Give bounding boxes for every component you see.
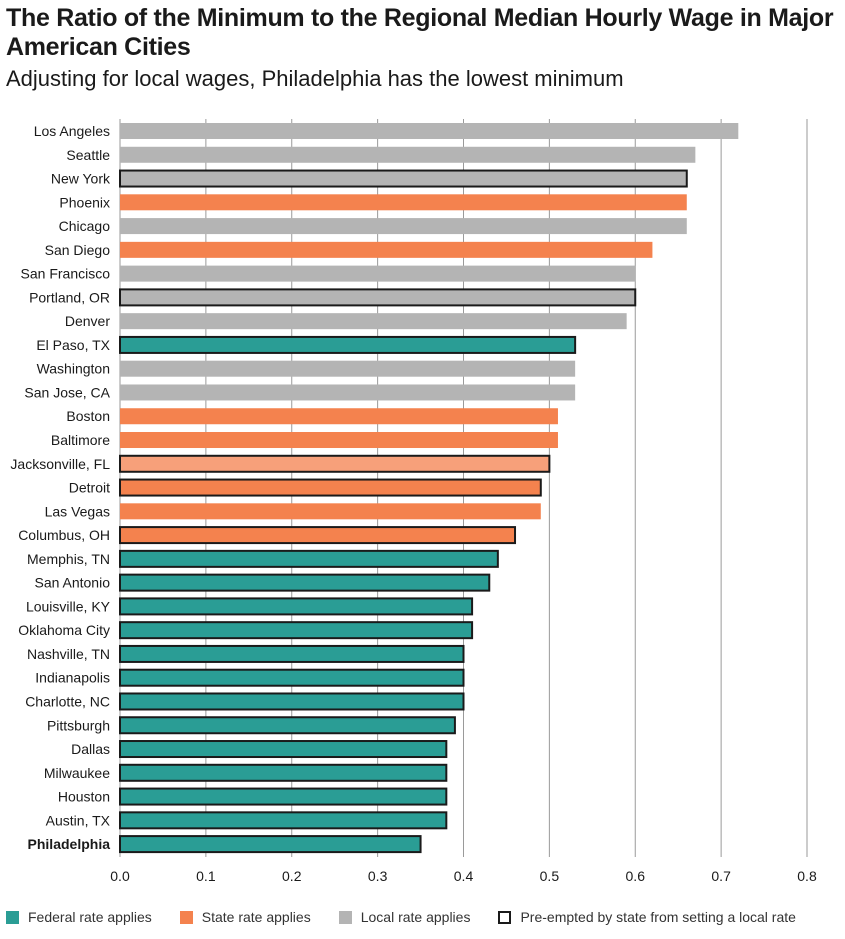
category-label-24: Charlotte, NC: [25, 693, 110, 709]
bar-19: [119, 573, 491, 592]
bar-13: [120, 432, 558, 449]
chart-title: The Ratio of the Minimum to the Regional…: [6, 4, 834, 61]
x-tick-label-8: 0.8: [797, 868, 817, 884]
x-tick-label-7: 0.7: [711, 868, 731, 884]
bar-6: [120, 265, 636, 282]
x-tick-label-3: 0.3: [368, 868, 388, 884]
category-label-25: Pittsburgh: [47, 717, 110, 733]
category-label-4: Chicago: [59, 218, 111, 234]
bar-24: [119, 692, 465, 711]
category-label-6: San Francisco: [21, 266, 111, 282]
bar-15: [119, 478, 542, 497]
category-label-27: Milwaukee: [44, 765, 110, 781]
category-label-19: San Antonio: [34, 575, 110, 591]
bar-29: [119, 811, 448, 830]
bar-3: [120, 194, 687, 211]
x-tick-label-6: 0.6: [626, 868, 646, 884]
bar-9: [119, 335, 577, 354]
bar-30: [119, 835, 422, 854]
category-label-7: Portland, OR: [29, 289, 110, 305]
bar-26: [119, 740, 448, 759]
category-label-10: Washington: [37, 361, 110, 377]
category-label-0: Los Angeles: [34, 123, 110, 139]
legend-swatch-preempted: [498, 910, 512, 924]
legend-swatch-state: [179, 910, 193, 924]
bar-28: [119, 787, 448, 806]
bar-1: [120, 146, 696, 163]
legend-label-state: State rate applies: [201, 909, 311, 925]
bar-18: [119, 549, 499, 568]
category-label-3: Phoenix: [59, 194, 110, 210]
bar-5: [120, 241, 653, 258]
bar-14: [119, 454, 551, 473]
category-label-22: Nashville, TN: [27, 646, 110, 662]
bar-4: [120, 218, 687, 235]
bar-8: [120, 313, 627, 330]
category-label-20: Louisville, KY: [26, 598, 111, 614]
bar-23: [119, 668, 465, 687]
bar-7: [119, 288, 637, 307]
category-label-2: New York: [51, 171, 111, 187]
category-label-8: Denver: [65, 313, 110, 329]
legend-swatch-federal: [6, 910, 19, 924]
legend-label-local: Local rate applies: [360, 909, 471, 925]
bar-27: [119, 763, 448, 782]
legend-item-local: Local rate applies: [338, 909, 471, 925]
bar-22: [119, 644, 465, 663]
legend-label-preempted: Pre-empted by state from setting a local…: [520, 909, 796, 925]
bar-25: [119, 716, 456, 735]
category-label-16: Las Vegas: [45, 503, 110, 519]
bar-10: [120, 360, 576, 377]
bar-20: [119, 597, 474, 616]
x-tick-label-0: 0.0: [110, 868, 130, 884]
category-label-1: Seattle: [66, 147, 110, 163]
category-label-5: San Diego: [45, 242, 111, 258]
x-tick-label-2: 0.2: [282, 868, 302, 884]
x-tick-label-5: 0.5: [540, 868, 560, 884]
legend: Federal rate applies State rate applies …: [6, 906, 841, 928]
category-label-18: Memphis, TN: [27, 551, 110, 567]
category-label-12: Boston: [66, 408, 110, 424]
category-label-30: Philadelphia: [28, 836, 111, 852]
category-label-15: Detroit: [69, 480, 110, 496]
category-label-9: El Paso, TX: [36, 337, 110, 353]
category-label-14: Jacksonville, FL: [10, 456, 110, 472]
legend-item-state: State rate applies: [179, 909, 311, 925]
bar-chart: 0.0 0.1 0.2 0.3 0.4 0.5 0.6 0.7 0.8 Los Angeles Se…: [10, 119, 817, 884]
category-label-13: Baltimore: [51, 432, 110, 448]
bar-0: [120, 123, 739, 139]
bar-21: [119, 621, 474, 640]
category-label-28: Houston: [58, 789, 110, 805]
category-label-29: Austin, TX: [46, 812, 111, 828]
category-label-21: Oklahoma City: [18, 622, 110, 638]
bar-11: [120, 384, 576, 401]
bar-12: [120, 408, 558, 425]
category-label-11: San Jose, CA: [24, 384, 110, 400]
legend-label-federal: Federal rate applies: [28, 909, 152, 925]
bar-17: [119, 526, 517, 545]
legend-item-federal: Federal rate applies: [6, 909, 152, 925]
category-label-17: Columbus, OH: [18, 527, 110, 543]
legend-swatch-local: [338, 910, 352, 924]
category-label-26: Dallas: [71, 741, 110, 757]
category-label-23: Indianapolis: [35, 670, 110, 686]
x-tick-label-4: 0.4: [454, 868, 474, 884]
legend-item-preempted: Pre-empted by state from setting a local…: [498, 909, 796, 925]
chart-subtitle: Adjusting for local wages, Philadelphia …: [6, 66, 624, 91]
bar-2: [119, 169, 688, 188]
x-tick-label-1: 0.1: [196, 868, 216, 884]
bar-16: [120, 503, 541, 520]
